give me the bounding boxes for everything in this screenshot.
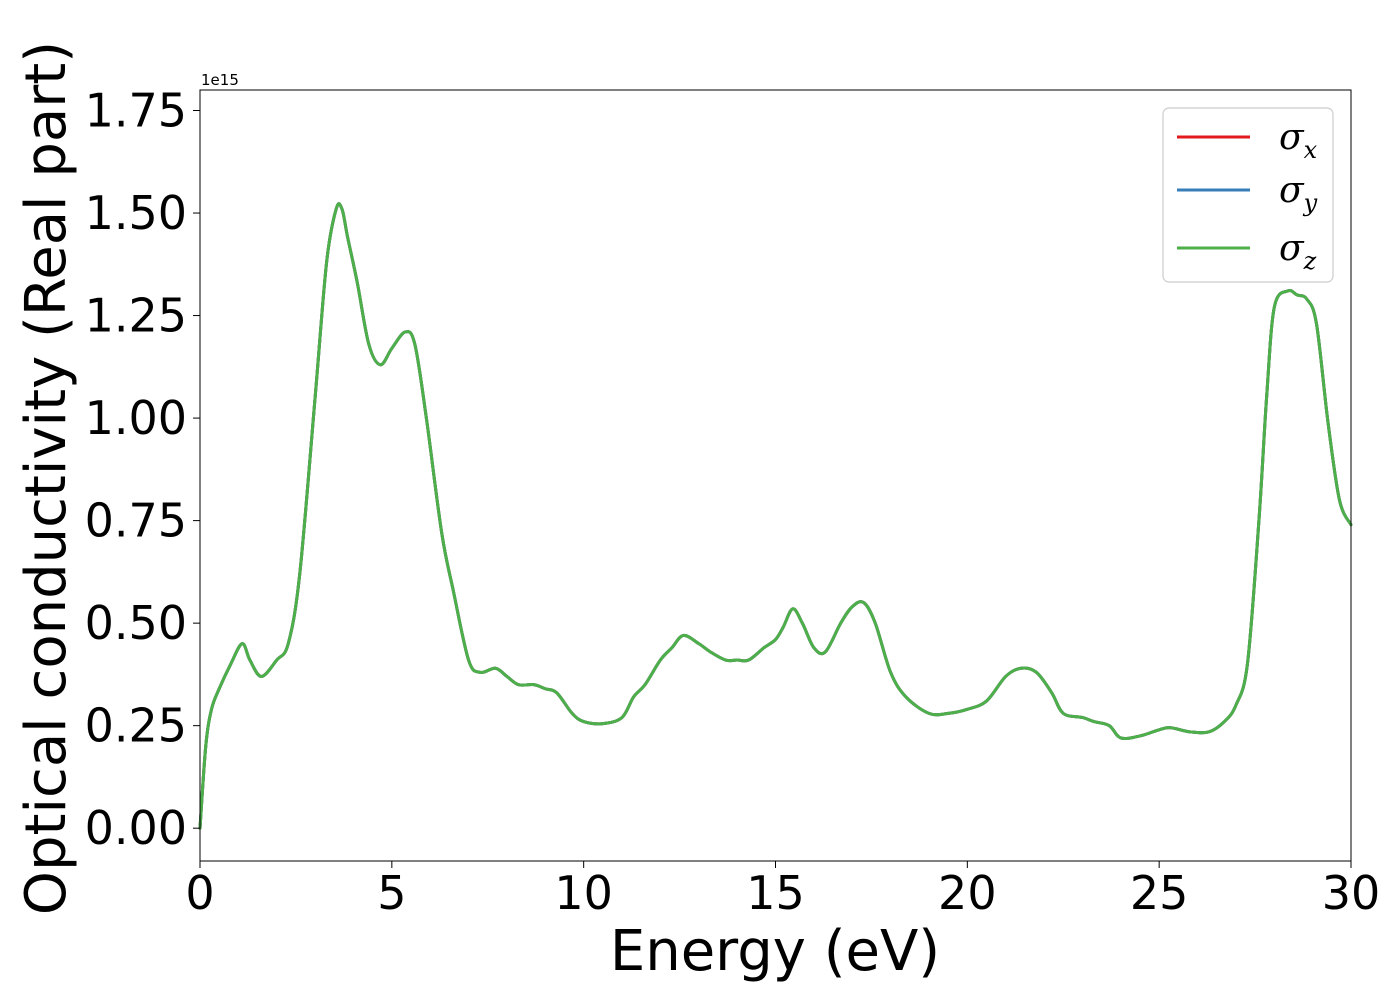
x-axis-ticks: 0 5 10 15 20 25 30: [185, 861, 1380, 920]
series-line-sigma-z: [198, 202, 1353, 830]
y-tick-label: 0.75: [85, 494, 187, 548]
y-tick-label: 0.25: [85, 699, 187, 753]
x-tick-label: 5: [377, 866, 406, 920]
legend: σx σy σz: [1162, 107, 1334, 283]
legend-box: [1162, 107, 1334, 283]
y-tick-label: 1.75: [85, 84, 187, 138]
legend-label-sigma-y: σy: [1279, 170, 1318, 217]
y-tick-label: 1.25: [85, 289, 187, 343]
y-axis-ticks: 0.00 0.25 0.50 0.75 1.00 1.25 1.50 1.75: [85, 84, 200, 855]
x-tick-label: 10: [554, 866, 613, 920]
x-tick-label: 0: [185, 866, 214, 920]
y-tick-label: 0.00: [85, 801, 187, 855]
y-offset-label: 1e15: [201, 71, 239, 89]
x-tick-label: 25: [1130, 866, 1189, 920]
x-axis-label: Energy (eV): [610, 919, 940, 984]
y-tick-label: 0.50: [85, 596, 187, 650]
y-tick-label: 1.50: [85, 186, 187, 240]
x-tick-label: 20: [938, 866, 997, 920]
x-tick-label: 15: [746, 866, 805, 920]
y-axis-label: Optical conductivity (Real part): [14, 41, 79, 915]
series-layer: [198, 202, 1353, 830]
legend-label-sigma-x: σx: [1279, 117, 1318, 164]
x-tick-label: 30: [1322, 866, 1381, 920]
legend-label-sigma-z: σz: [1279, 228, 1317, 275]
y-tick-label: 1.00: [85, 391, 187, 445]
